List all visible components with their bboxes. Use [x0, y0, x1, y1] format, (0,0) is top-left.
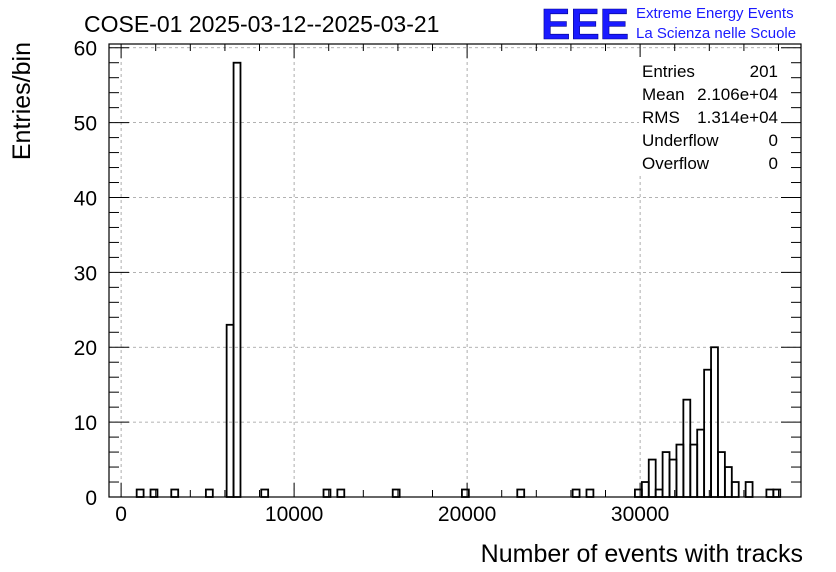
stats-overflow-label: Overflow — [642, 154, 710, 173]
y-tick-label: 10 — [74, 412, 97, 435]
stats-mean-label: Mean — [642, 85, 685, 104]
histogram-bin — [585, 488, 595, 498]
y-tick-label: 60 — [74, 38, 97, 61]
stats-mean-value: 2.106e+04 — [697, 85, 778, 104]
stats-box: Entries 201 Mean 2.106e+04 RMS 1.314e+04… — [639, 57, 781, 175]
tick-labels: 0 10000 20000 30000 0 10 20 30 40 50 60 — [74, 38, 670, 526]
stats-overflow-value: 0 — [769, 154, 778, 173]
histogram-bin — [232, 61, 242, 498]
histogram-bin — [696, 428, 706, 498]
histogram-bin — [703, 368, 712, 498]
plot-frame — [108, 43, 802, 498]
y-tick-label: 50 — [74, 113, 97, 136]
histogram-bin — [661, 451, 671, 498]
histogram-bin — [682, 398, 692, 498]
y-tick-label: 30 — [74, 262, 97, 285]
stats-underflow-label: Underflow — [642, 131, 719, 150]
histogram-bin — [149, 488, 159, 498]
histogram-bin — [461, 488, 470, 498]
x-tick-label: 20000 — [438, 503, 496, 526]
stats-box-background — [639, 57, 781, 175]
histogram-bin — [225, 323, 235, 498]
histogram-bin — [654, 488, 664, 498]
histogram-bin — [634, 488, 643, 498]
histogram-bin — [744, 481, 754, 498]
histogram-bin — [571, 488, 581, 498]
histogram-bin — [668, 458, 678, 498]
stats-entries-value: 201 — [750, 62, 778, 81]
stats-rms-label: RMS — [642, 108, 680, 127]
x-tick-label: 0 — [115, 503, 127, 526]
histogram-bin — [730, 481, 740, 498]
x-tick-label: 30000 — [611, 503, 669, 526]
eee-logo-line2: La Scienza nelle Scuole — [636, 25, 796, 42]
histogram-bin — [640, 481, 650, 498]
histogram-bin — [336, 488, 346, 498]
histogram-bin — [322, 488, 332, 498]
eee-logo-line1: Extreme Energy Events — [636, 5, 794, 22]
histogram-bin — [647, 458, 657, 498]
chart-title: COSE-01 2025-03-12--2025-03-21 — [84, 11, 439, 37]
histogram-bin — [204, 488, 214, 498]
stats-rms-value: 1.314e+04 — [697, 108, 778, 127]
histogram-bin — [772, 488, 782, 498]
histogram-bin — [516, 488, 526, 498]
y-tick-label: 0 — [85, 487, 97, 510]
stats-entries-label: Entries — [642, 62, 695, 81]
histogram-bin — [717, 451, 726, 498]
axis-ticks — [109, 44, 801, 498]
y-tick-label: 20 — [74, 337, 97, 360]
histogram-bin — [689, 443, 699, 498]
eee-logo-mark: EEE — [541, 0, 629, 49]
histogram-bin — [170, 488, 180, 498]
histogram-bin — [723, 466, 733, 498]
x-tick-label: 10000 — [265, 503, 323, 526]
eee-logo: EEE Extreme Energy Events La Scienza nel… — [541, 0, 796, 49]
stats-underflow-value: 0 — [769, 131, 778, 150]
histogram-bin — [260, 488, 270, 498]
y-axis-label: Entries/bin — [8, 42, 36, 160]
histogram-bin — [135, 488, 145, 498]
histogram-bin — [675, 443, 685, 498]
histogram-bin — [765, 488, 775, 498]
histogram-bin — [391, 488, 401, 498]
x-axis-label: Number of events with tracks — [481, 540, 803, 568]
y-tick-label: 40 — [74, 187, 97, 210]
